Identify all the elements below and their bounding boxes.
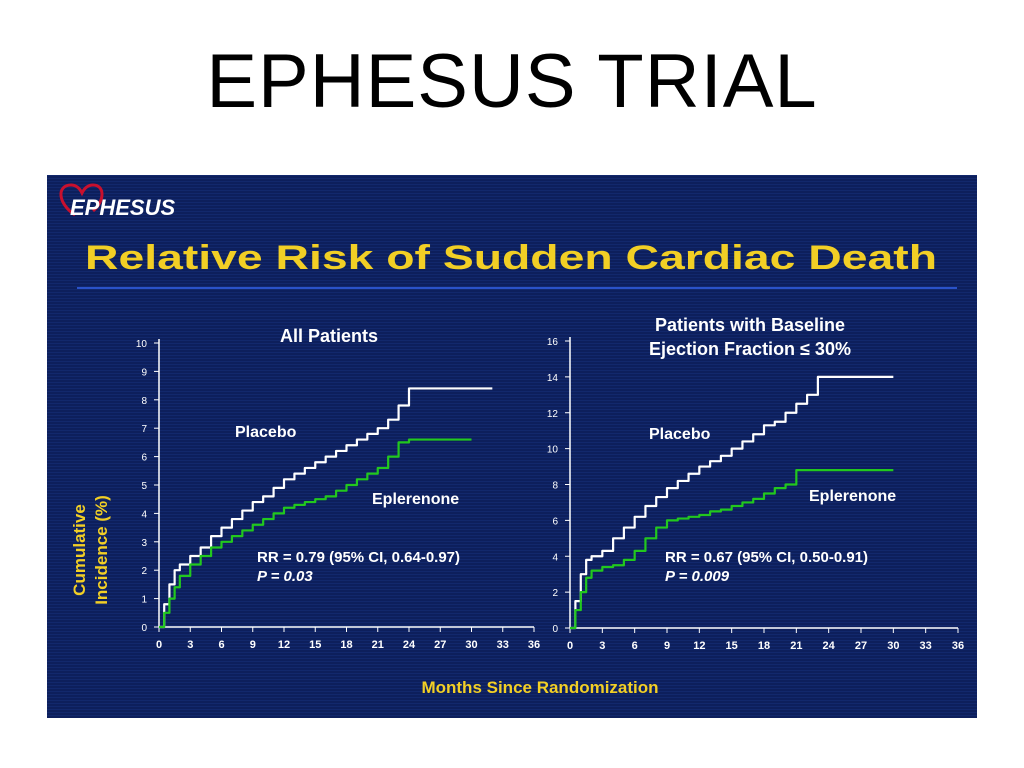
y-tick-label: 3 — [141, 538, 147, 549]
x-tick-label: 24 — [403, 639, 416, 651]
x-tick-label: 21 — [372, 639, 384, 651]
y-tick-label: 10 — [136, 339, 148, 350]
series-line-eplerenone — [159, 438, 472, 629]
x-tick-label: 12 — [693, 640, 705, 652]
x-tick-label: 3 — [187, 639, 193, 651]
x-axis-label: Months Since Randomization — [421, 678, 658, 697]
y-tick-label: 9 — [141, 367, 147, 378]
y-tick-label: 12 — [547, 409, 559, 420]
series-line-eplerenone — [570, 469, 894, 630]
x-tick-label: 0 — [156, 639, 162, 651]
y-tick-label: 0 — [141, 623, 147, 634]
y-tick-label: 0 — [552, 624, 558, 635]
y-tick-label: 6 — [552, 516, 558, 527]
x-tick-label: 0 — [567, 640, 573, 652]
series-label-placebo: Placebo — [649, 426, 711, 443]
y-tick-label: 2 — [141, 566, 147, 577]
x-tick-label: 33 — [497, 639, 509, 651]
y-tick-label: 6 — [141, 453, 147, 464]
x-tick-label: 6 — [632, 640, 638, 652]
x-tick-label: 33 — [920, 640, 932, 652]
x-tick-label: 3 — [599, 640, 605, 652]
x-tick-label: 27 — [434, 639, 446, 651]
x-tick-label: 18 — [340, 639, 352, 651]
y-axis-label-line2: Incidence (%) — [92, 495, 111, 605]
x-tick-label: 36 — [528, 639, 540, 651]
y-tick-label: 16 — [547, 337, 559, 348]
x-tick-label: 27 — [855, 640, 867, 652]
x-tick-label: 21 — [790, 640, 802, 652]
chart-title: Patients with Baseline — [655, 315, 845, 335]
y-tick-label: 8 — [141, 396, 147, 407]
logo-text: EPHESUS — [70, 195, 175, 220]
slide-image: EPHESUS Relative Risk of Sudden Cardiac … — [47, 175, 977, 718]
rr-annotation: RR = 0.67 (95% CI, 0.50-0.91) — [665, 549, 868, 566]
x-tick-label: 15 — [726, 640, 738, 652]
x-tick-label: 9 — [250, 639, 256, 651]
x-tick-label: 12 — [278, 639, 290, 651]
p-value-annotation: P = 0.03 — [257, 568, 313, 585]
y-tick-label: 2 — [552, 588, 558, 599]
x-tick-label: 30 — [465, 639, 477, 651]
y-tick-label: 4 — [552, 552, 558, 563]
y-tick-label: 4 — [141, 509, 147, 520]
slide-heading: Relative Risk of Sudden Cardiac Death — [85, 239, 937, 277]
y-tick-label: 1 — [141, 595, 147, 606]
x-tick-label: 30 — [887, 640, 899, 652]
page-title: EPHESUS TRIAL — [206, 39, 818, 124]
x-tick-label: 15 — [309, 639, 321, 651]
p-value-annotation: P = 0.009 — [665, 568, 730, 585]
y-tick-label: 10 — [547, 445, 559, 456]
chart-title-line2: Ejection Fraction ≤ 30% — [649, 339, 851, 359]
y-tick-label: 14 — [547, 373, 559, 384]
series-label-placebo: Placebo — [235, 424, 297, 441]
rr-annotation: RR = 0.79 (95% CI, 0.64-0.97) — [257, 549, 460, 566]
ephesus-logo: EPHESUS — [59, 183, 175, 220]
x-tick-label: 36 — [952, 640, 964, 652]
series-label-eplerenone: Eplerenone — [809, 488, 896, 505]
y-tick-label: 5 — [141, 481, 147, 492]
heart-icon — [59, 183, 104, 217]
series-label-eplerenone: Eplerenone — [372, 491, 459, 508]
y-tick-label: 7 — [141, 424, 147, 435]
series-line-placebo — [159, 387, 493, 629]
chart-ejection-fraction: Patients with Baseline Ejection Fraction … — [547, 315, 964, 652]
x-tick-label: 18 — [758, 640, 770, 652]
y-axis-label-line1: Cumulative — [70, 504, 89, 596]
chart-title: All Patients — [280, 326, 378, 346]
x-tick-label: 9 — [664, 640, 670, 652]
x-tick-label: 6 — [218, 639, 224, 651]
x-tick-label: 24 — [823, 640, 836, 652]
y-tick-label: 8 — [552, 481, 558, 492]
series-line-placebo — [570, 375, 894, 630]
